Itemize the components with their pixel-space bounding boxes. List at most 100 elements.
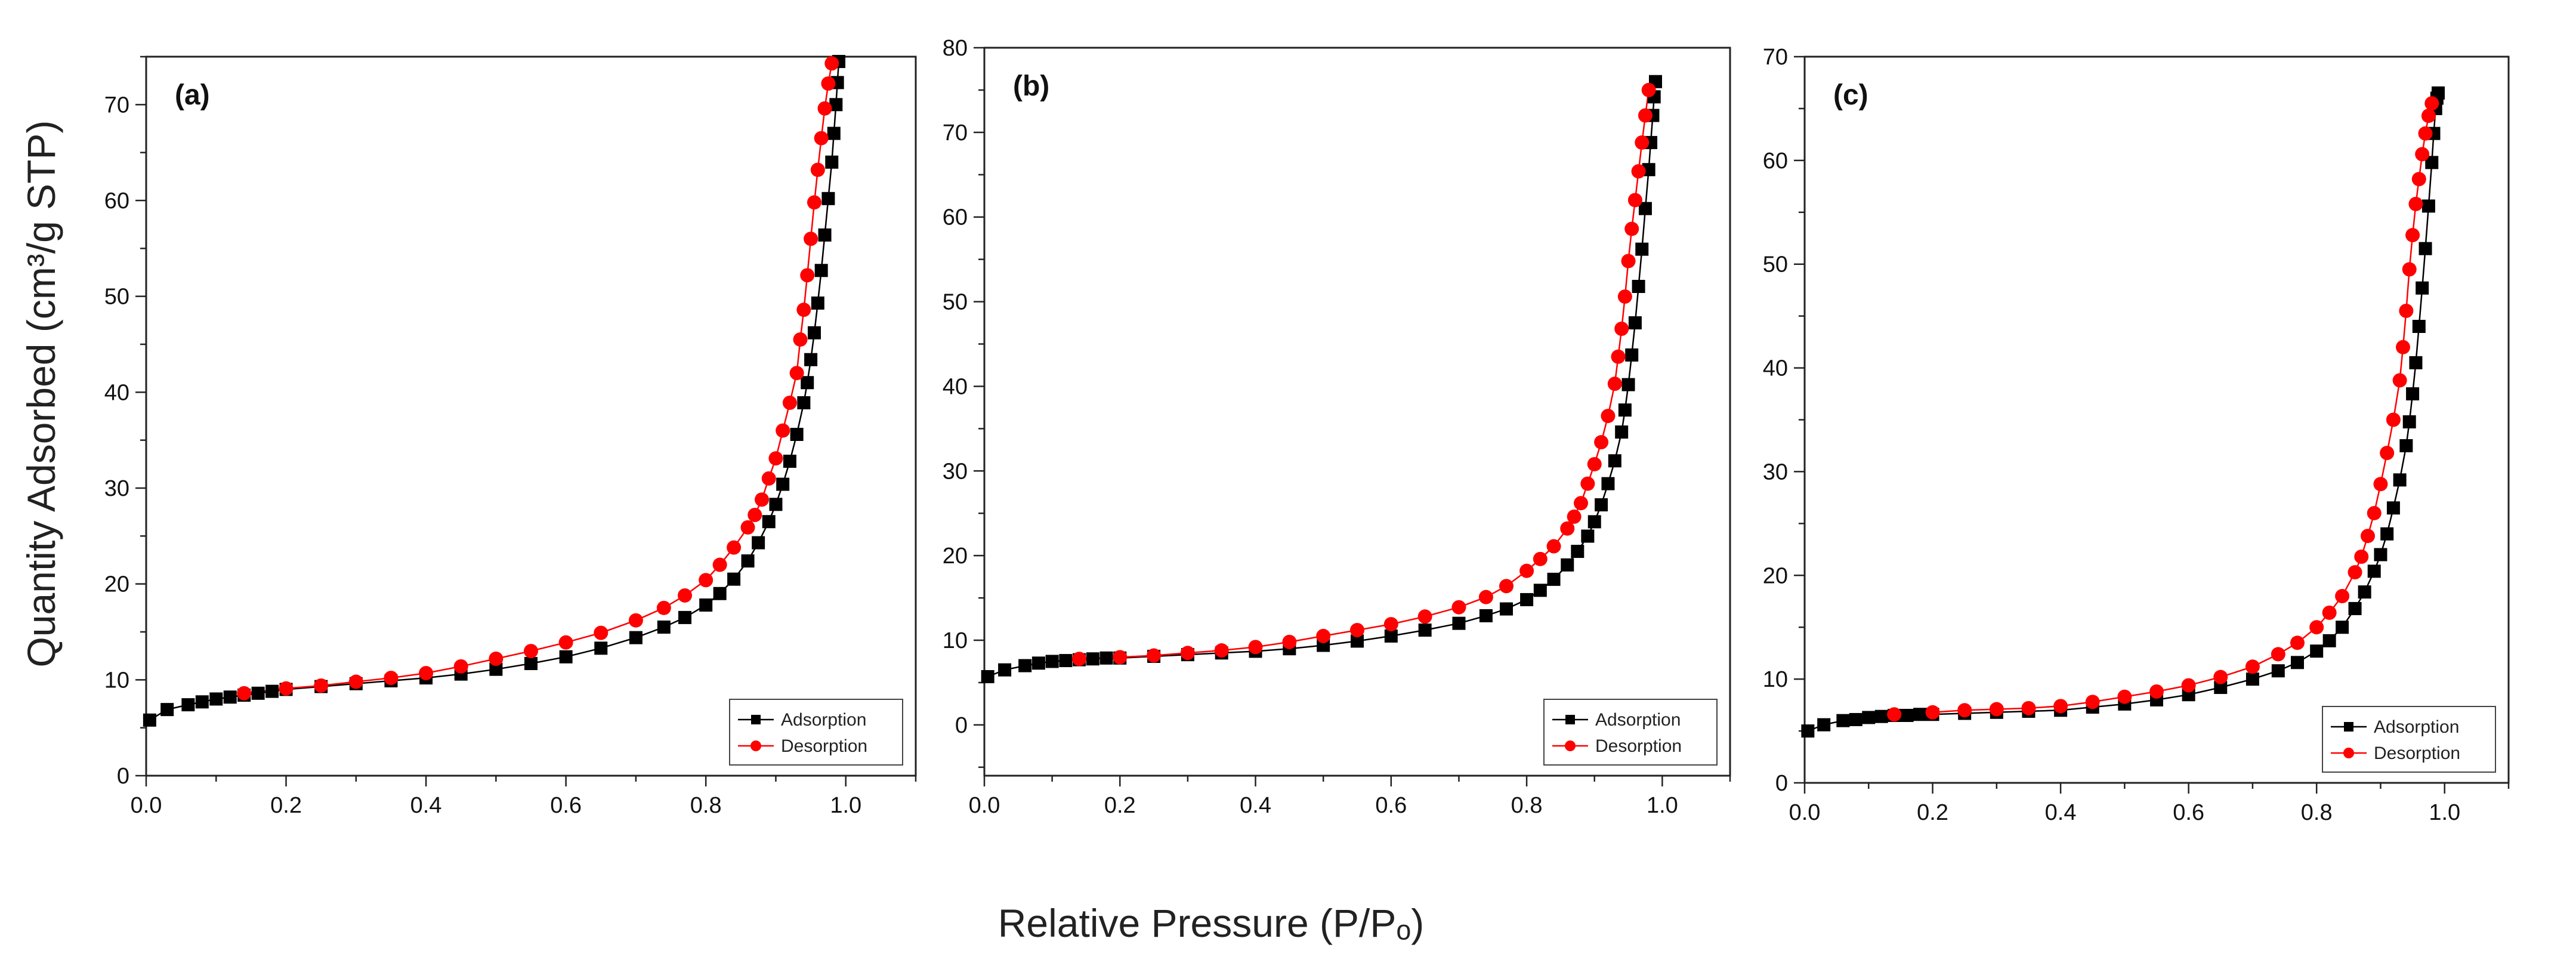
data-point-desorption bbox=[419, 666, 434, 681]
y-tick-label: 0 bbox=[955, 713, 968, 738]
y-tick-label: 20 bbox=[104, 572, 129, 597]
y-tick-label: 50 bbox=[104, 285, 129, 310]
x-tick-label: 0.2 bbox=[1917, 800, 1948, 825]
y-axis-title: Quantity Adsorbed (cm³/g STP) bbox=[19, 120, 63, 667]
x-tick-label: 0.0 bbox=[131, 793, 162, 818]
data-point-desorption bbox=[1417, 609, 1432, 624]
data-point-adsorption bbox=[783, 455, 796, 468]
y-tick-label: 0 bbox=[1775, 771, 1788, 796]
data-point-desorption bbox=[2373, 477, 2388, 492]
data-point-desorption bbox=[1607, 377, 1622, 391]
x-tick-label: 0.2 bbox=[270, 793, 302, 818]
data-point-desorption bbox=[821, 76, 836, 91]
data-point-desorption bbox=[2408, 196, 2423, 211]
data-point-adsorption bbox=[2409, 356, 2423, 369]
data-point-adsorption bbox=[1913, 708, 1927, 721]
data-point-desorption bbox=[1587, 456, 1602, 471]
data-point-desorption bbox=[1214, 643, 1229, 658]
data-point-desorption bbox=[1248, 640, 1263, 655]
y-tick-label: 30 bbox=[1763, 459, 1788, 485]
data-point-desorption bbox=[2354, 549, 2369, 564]
data-point-desorption bbox=[594, 625, 609, 640]
data-point-desorption bbox=[1611, 349, 1626, 364]
data-point-desorption bbox=[1601, 409, 1616, 424]
data-point-desorption bbox=[2418, 126, 2433, 141]
y-tick-label: 50 bbox=[1763, 252, 1788, 277]
data-point-adsorption bbox=[1581, 529, 1595, 543]
data-point-desorption bbox=[1350, 623, 1364, 637]
x-tick-label: 0.0 bbox=[1789, 800, 1821, 825]
data-point-adsorption bbox=[2399, 439, 2413, 452]
data-point-desorption bbox=[1594, 435, 1609, 450]
panels: 0.0 0.2 0.4 0.6 0.8 1.0 0 10 20 30 40 50 60 70 (a) Adso… bbox=[104, 36, 2510, 825]
chart-panel-3: 0.0 0.2 0.4 0.6 0.8 1.0 0 10 20 30 40 50 60 70 (c) Adso… bbox=[1763, 45, 2510, 825]
data-point-desorption bbox=[2085, 695, 2100, 709]
data-point-desorption bbox=[810, 162, 825, 177]
data-point-desorption bbox=[796, 303, 811, 317]
data-point-adsorption bbox=[1547, 572, 1561, 586]
data-point-desorption bbox=[1072, 652, 1087, 666]
data-point-adsorption bbox=[1628, 316, 1642, 330]
data-point-adsorption bbox=[821, 192, 835, 205]
data-point-desorption bbox=[1617, 289, 1632, 304]
data-point-desorption bbox=[453, 659, 468, 674]
data-point-adsorption bbox=[807, 326, 821, 340]
legend-label: Desorption bbox=[1595, 736, 1682, 756]
x-tick-label: 0.8 bbox=[2301, 800, 2333, 825]
y-tick-label: 30 bbox=[943, 459, 968, 484]
x-tick-label: 0.4 bbox=[2045, 800, 2077, 825]
data-point-adsorption bbox=[489, 662, 503, 676]
data-point-desorption bbox=[1533, 551, 1548, 566]
data-point-desorption bbox=[2361, 529, 2375, 544]
data-point-adsorption bbox=[2214, 681, 2228, 695]
data-point-adsorption bbox=[2322, 634, 2336, 647]
data-point-adsorption bbox=[678, 610, 691, 624]
data-point-adsorption bbox=[195, 695, 209, 709]
data-point-desorption bbox=[2399, 303, 2414, 318]
data-point-desorption bbox=[2386, 412, 2401, 427]
y-tick-label: 60 bbox=[943, 205, 968, 230]
data-point-adsorption bbox=[1849, 712, 1862, 726]
x-tick-label: 0.8 bbox=[690, 793, 722, 818]
data-point-desorption bbox=[1499, 579, 1514, 594]
y-tick-label: 40 bbox=[1763, 356, 1788, 381]
data-point-desorption bbox=[524, 644, 538, 659]
data-point-adsorption bbox=[1618, 403, 1632, 417]
y-tick-label: 70 bbox=[1763, 45, 1788, 70]
data-point-desorption bbox=[800, 268, 815, 283]
data-point-adsorption bbox=[2421, 199, 2435, 213]
data-point-adsorption bbox=[2386, 501, 2400, 515]
data-point-adsorption bbox=[1045, 655, 1059, 668]
data-point-adsorption bbox=[1625, 348, 1639, 362]
data-point-desorption bbox=[804, 232, 818, 246]
data-point-desorption bbox=[2053, 699, 2068, 714]
data-point-desorption bbox=[761, 471, 776, 486]
data-point-desorption bbox=[1624, 221, 1639, 236]
data-point-adsorption bbox=[2425, 156, 2439, 169]
data-point-adsorption bbox=[160, 703, 174, 717]
data-point-adsorption bbox=[1418, 624, 1432, 637]
data-point-desorption bbox=[2396, 340, 2410, 354]
data-point-adsorption bbox=[1900, 708, 1914, 722]
data-point-adsorption bbox=[1817, 718, 1831, 732]
y-tick-label: 70 bbox=[104, 92, 129, 118]
data-point-desorption bbox=[814, 131, 829, 146]
data-point-adsorption bbox=[629, 631, 643, 644]
x-tick-label: 1.0 bbox=[830, 793, 861, 818]
data-point-desorption bbox=[384, 671, 399, 686]
data-point-desorption bbox=[1316, 628, 1331, 643]
data-point-desorption bbox=[789, 366, 804, 381]
data-point-adsorption bbox=[1561, 558, 1574, 572]
x-tick-label: 0.8 bbox=[1511, 793, 1543, 818]
data-point-adsorption bbox=[2393, 473, 2407, 487]
x-tick-label: 0.4 bbox=[410, 793, 442, 818]
data-point-adsorption bbox=[2374, 548, 2387, 561]
legend-label: Desorption bbox=[2374, 743, 2460, 763]
data-point-adsorption bbox=[2310, 644, 2324, 658]
data-point-desorption bbox=[2181, 678, 2196, 693]
data-point-desorption bbox=[1621, 254, 1636, 269]
data-point-adsorption bbox=[2348, 601, 2362, 615]
data-point-desorption bbox=[2335, 589, 2350, 604]
data-point-desorption bbox=[2380, 446, 2395, 461]
legend-marker-circle bbox=[1565, 740, 1576, 751]
